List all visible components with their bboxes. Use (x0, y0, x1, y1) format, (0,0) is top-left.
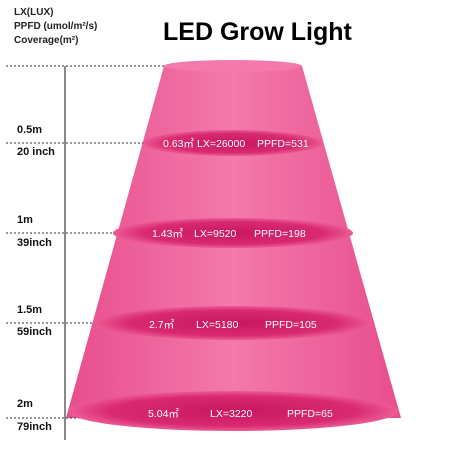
distance-meters-2: 1m (17, 214, 33, 226)
distance-label-2: 1m (17, 214, 33, 227)
distance-inches-3: 59inch (17, 326, 52, 338)
lux-value-2: LX=9520 (194, 228, 236, 240)
distance-label-3: 1.5m (17, 304, 42, 317)
distance-inches-label-3: 59inch (17, 326, 52, 339)
coverage-ellipse-2 (113, 218, 353, 248)
coverage-value-2: 1.43㎡ (152, 228, 183, 240)
coverage-ellipse-4 (68, 391, 398, 431)
distance-meters-3: 1.5m (17, 304, 43, 316)
ppfd-value-3: PPFD=105 (265, 319, 317, 331)
distance-meters-4: 2m (17, 398, 33, 410)
lux-value-3: LX=5180 (196, 319, 238, 331)
lux-value-4: LX=3220 (210, 408, 252, 420)
lux-value-1: LX=26000 (197, 138, 245, 150)
distance-label-4: 2m (17, 398, 33, 411)
distance-inches-label-1: 20 inch (17, 146, 55, 159)
coverage-ellipse-1 (143, 130, 323, 156)
ppfd-value-1: PPFD=531 (257, 138, 309, 150)
distance-label-1: 0.5m (17, 124, 42, 137)
legend-ppfd: PPFD (umol/m²/s) (14, 21, 98, 32)
coverage-value-3: 2.7㎡ (149, 319, 175, 331)
ppfd-value-4: PPFD=65 (287, 408, 333, 420)
diagram-title: LED Grow Light (163, 18, 352, 46)
distance-inches-4: 79inch (17, 421, 52, 433)
legend: LX(LUX) PPFD (umol/m²/s) Coverage(m²) (14, 6, 97, 48)
legend-coverage: Coverage(m²) (14, 35, 79, 46)
distance-inches-label-2: 39inch (17, 237, 52, 250)
distance-inches-2: 39inch (17, 237, 52, 249)
legend-lux: LX(LUX) (14, 7, 54, 18)
distance-meters-1: 0.5m (17, 124, 43, 136)
distance-inches-1: 20 inch (17, 146, 55, 158)
ppfd-value-2: PPFD=198 (254, 228, 306, 240)
coverage-value-1: 0.63㎡ (163, 138, 194, 150)
light-source-glow (164, 60, 302, 72)
distance-inches-label-4: 79inch (17, 421, 52, 434)
coverage-ellipse-3 (94, 306, 372, 340)
coverage-value-4: 5.04㎡ (148, 408, 179, 420)
